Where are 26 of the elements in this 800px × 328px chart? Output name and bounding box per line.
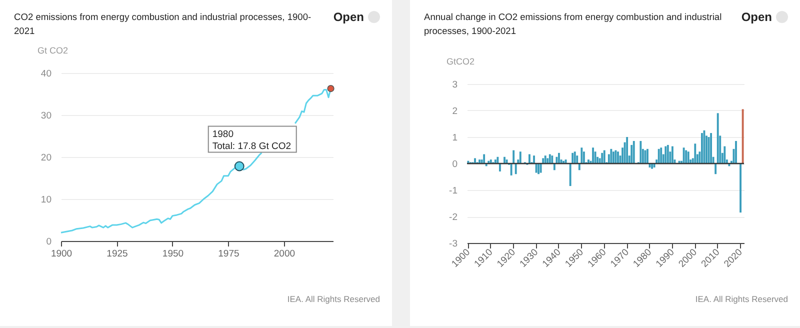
y-tick-label: 1 [452,132,458,144]
x-tick-label: 1975 [218,248,240,260]
y-tick-label: -1 [449,186,458,196]
x-tick-label: 2000 [274,248,296,260]
text: Open [333,10,364,24]
y-axis-title: Gt CO2 [38,46,68,56]
y-tick-label: 0 [46,236,52,248]
chart-title: Annual change in CO2 emissions from energy combustion and industrial processes, 1900-2021 [424,11,723,38]
y-tick-label: 10 [40,194,52,206]
y-tick-label: 3 [452,80,458,90]
x-tick-label: 1950 [162,248,184,260]
y-tick-label: 30 [40,110,52,122]
y-tick-label: 20 [40,152,52,164]
y-tick-label: 0 [452,159,458,170]
x-tick-label: 1900 [50,248,72,260]
text: IEA. All Rights Reserved [287,294,380,304]
y-tick-label: 40 [40,68,52,80]
text: Open [741,10,772,24]
x-tick-label: 1925 [106,248,128,260]
y-tick-label: 2 [452,106,458,117]
y-tick-label: -3 [449,238,458,250]
y-axis-title: GtCO2 [446,56,475,66]
y-tick-label: -2 [449,212,458,223]
text: IEA. All Rights Reserved [695,294,788,304]
chart-title: CO2 emissions from energy combustion and industrial processes, 1900-2021 [14,11,312,38]
annotation: 1980 Total: 17.8 Gt CO2 [212,129,292,152]
